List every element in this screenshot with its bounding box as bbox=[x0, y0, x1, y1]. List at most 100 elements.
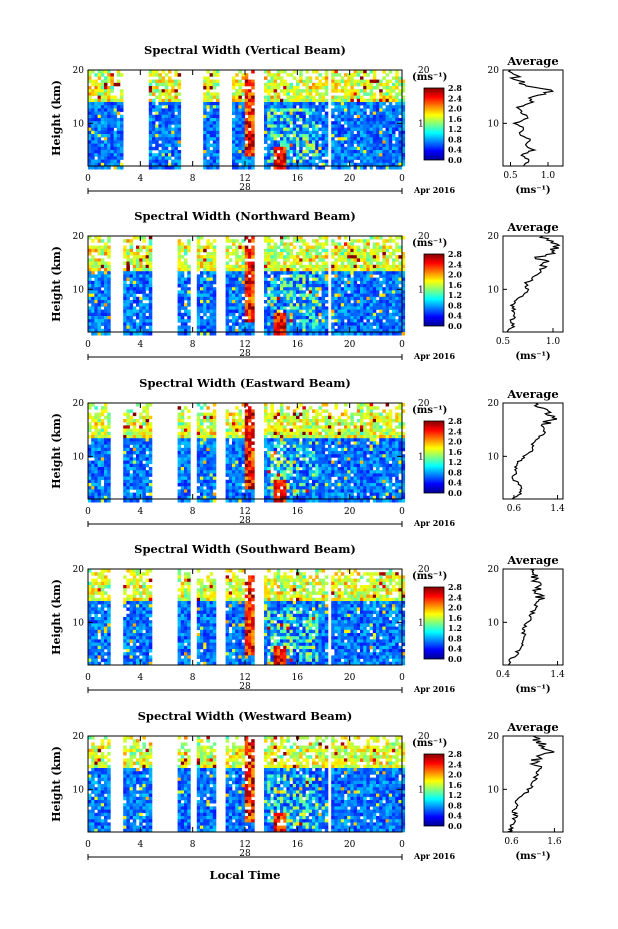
heatmap-cell bbox=[315, 300, 319, 304]
heatmap-cell bbox=[363, 70, 367, 74]
heatmap-cell bbox=[299, 162, 303, 167]
heatmap-cell bbox=[120, 73, 124, 77]
heatmap-cell bbox=[347, 134, 351, 138]
heatmap-cell bbox=[372, 287, 377, 291]
heatmap-cell bbox=[340, 159, 345, 164]
heatmap-cell bbox=[321, 162, 326, 167]
heatmap-cell bbox=[120, 143, 124, 148]
heatmap-cell bbox=[264, 137, 268, 141]
heatmap-cell bbox=[235, 137, 239, 141]
heatmap-cell bbox=[206, 255, 210, 259]
heatmap-cell bbox=[107, 277, 111, 282]
heatmap-cell bbox=[107, 162, 111, 167]
heatmap-cell bbox=[318, 264, 322, 269]
heatmap-cell bbox=[180, 296, 185, 301]
heatmap-cell bbox=[395, 306, 399, 310]
heatmap-cell bbox=[94, 486, 98, 490]
heatmap-cell bbox=[200, 412, 204, 417]
heatmap-cell bbox=[107, 325, 111, 330]
heatmap-cell bbox=[248, 239, 252, 243]
heatmap-cell bbox=[104, 134, 108, 138]
heatmap-cell bbox=[91, 98, 95, 103]
heatmap-cell bbox=[280, 118, 284, 122]
heatmap-cell bbox=[385, 274, 390, 278]
heatmap-cell bbox=[148, 328, 153, 333]
heatmap-cell bbox=[209, 425, 214, 429]
heatmap-cell bbox=[212, 499, 217, 503]
heatmap-cell bbox=[324, 70, 329, 74]
heatmap-cell bbox=[347, 264, 351, 269]
heatmap-cell bbox=[104, 457, 108, 461]
heatmap-cell bbox=[148, 332, 153, 336]
heatmap-cell bbox=[196, 467, 201, 471]
heatmap-cell bbox=[350, 92, 354, 96]
heatmap-cell bbox=[91, 105, 95, 109]
heatmap-cell bbox=[168, 166, 172, 170]
heatmap-cell bbox=[164, 121, 169, 125]
heatmap-cell bbox=[145, 322, 150, 326]
heatmap-cell bbox=[209, 127, 214, 132]
heatmap-cell bbox=[238, 89, 242, 93]
heatmap-cell bbox=[267, 137, 271, 141]
heatmap-cell bbox=[212, 409, 217, 413]
heatmap-cell bbox=[392, 134, 396, 138]
heatmap-cell bbox=[142, 325, 146, 330]
heatmap-cell bbox=[344, 268, 348, 272]
heatmap-cell bbox=[372, 98, 377, 103]
heatmap-cell bbox=[251, 121, 255, 125]
heatmap-cell bbox=[177, 153, 182, 157]
heatmap-cell bbox=[267, 325, 271, 330]
heatmap-cell bbox=[353, 153, 358, 157]
heatmap-cell bbox=[107, 124, 111, 128]
heatmap-cell bbox=[110, 143, 114, 148]
heatmap-cell bbox=[209, 242, 214, 246]
heatmap-cell bbox=[216, 153, 220, 157]
heatmap-cell bbox=[132, 300, 137, 304]
heatmap-cell bbox=[180, 277, 185, 282]
heatmap-cell bbox=[203, 111, 207, 116]
heatmap-cell bbox=[209, 271, 214, 275]
heatmap-cell bbox=[340, 303, 345, 307]
heatmap-cell bbox=[104, 309, 108, 314]
heatmap-cell bbox=[206, 89, 210, 93]
heatmap-cell bbox=[212, 425, 217, 429]
heatmap-cell bbox=[324, 268, 329, 272]
heatmap-cell bbox=[395, 255, 399, 259]
heatmap-cell bbox=[388, 332, 393, 336]
heatmap-cell bbox=[353, 290, 358, 294]
heatmap-cell bbox=[267, 242, 271, 246]
heatmap-cell bbox=[353, 287, 358, 291]
date-label: Apr 2016 bbox=[413, 351, 456, 361]
heatmap-cell bbox=[331, 248, 335, 253]
heatmap-cell bbox=[88, 280, 92, 285]
heatmap-cell bbox=[276, 245, 281, 250]
heatmap-cell bbox=[238, 328, 242, 333]
heatmap-cell bbox=[212, 492, 217, 497]
heatmap-cell bbox=[283, 258, 287, 262]
heatmap-cell bbox=[315, 252, 319, 256]
heatmap-cell bbox=[299, 287, 303, 291]
heatmap-cell bbox=[244, 153, 249, 157]
heatmap-cell bbox=[363, 134, 367, 138]
y-axis-label: Height (km) bbox=[50, 246, 63, 322]
heatmap-cell bbox=[161, 150, 166, 154]
heatmap-cell bbox=[360, 124, 364, 128]
heatmap-cell bbox=[161, 92, 166, 96]
heatmap-cell bbox=[209, 124, 214, 128]
heatmap-cell bbox=[232, 306, 236, 310]
heatmap-cell bbox=[206, 124, 210, 128]
heatmap-cell bbox=[286, 137, 290, 141]
heatmap-cell bbox=[369, 134, 374, 138]
heatmap-cell bbox=[91, 290, 95, 294]
heatmap-cell bbox=[177, 156, 182, 160]
heatmap-cell bbox=[264, 258, 268, 262]
heatmap-cell bbox=[366, 306, 370, 310]
heatmap-cell bbox=[366, 121, 370, 125]
heatmap-cell bbox=[161, 124, 166, 128]
heatmap-cell bbox=[94, 495, 98, 500]
heatmap-cell bbox=[369, 150, 374, 154]
heatmap-cell bbox=[228, 239, 233, 243]
heatmap-cell bbox=[264, 293, 268, 298]
heatmap-cell bbox=[139, 486, 143, 490]
heatmap-cell bbox=[228, 252, 233, 256]
